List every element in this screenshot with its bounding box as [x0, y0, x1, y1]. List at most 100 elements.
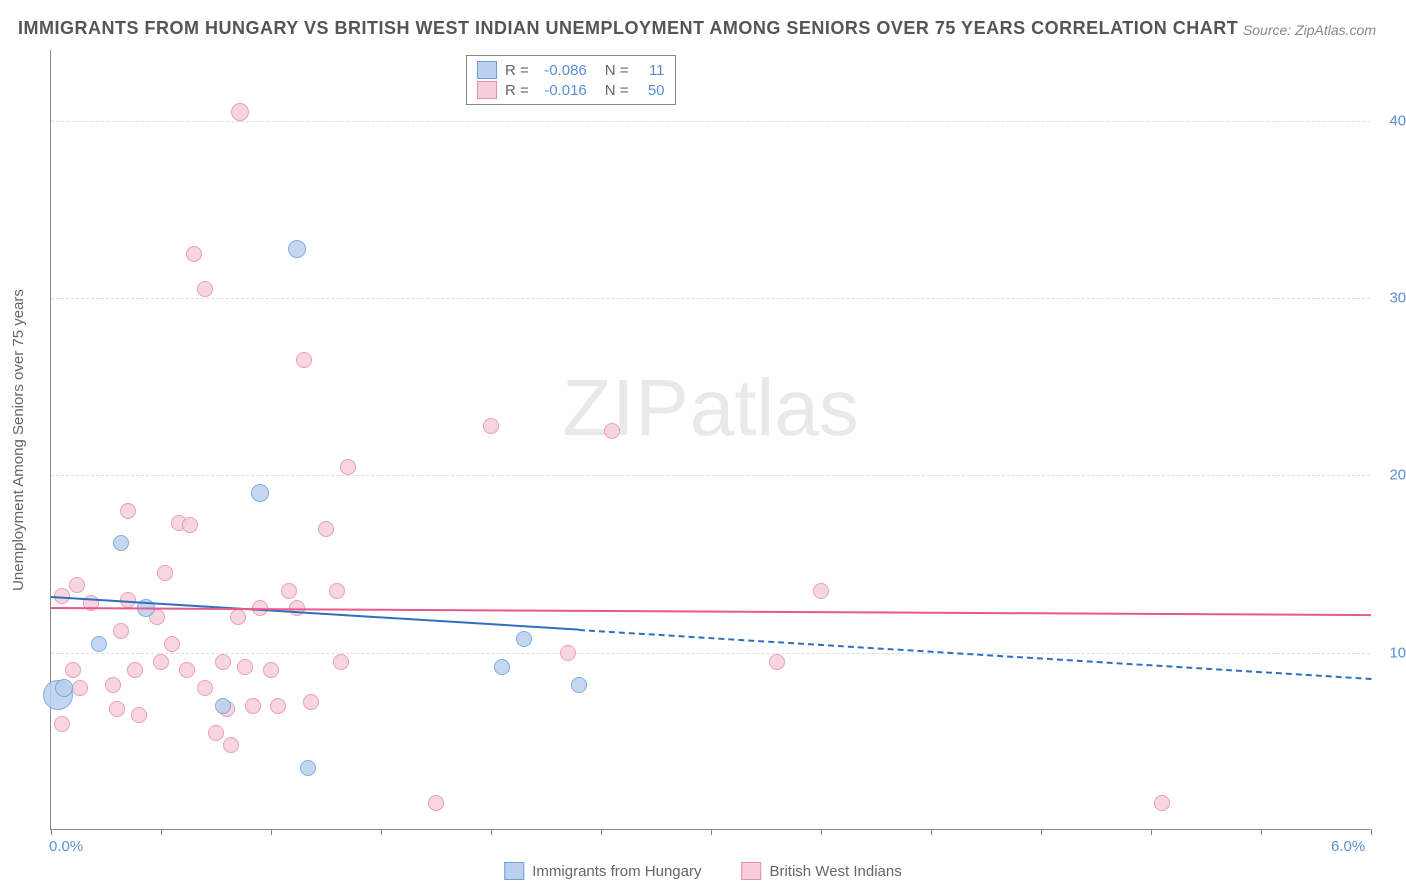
scatter-point [329, 583, 345, 599]
gridline [51, 298, 1370, 299]
legend-swatch [477, 61, 497, 79]
scatter-point [237, 659, 253, 675]
x-tick-label: 0.0% [49, 838, 83, 855]
scatter-point [263, 662, 279, 678]
x-tick-label: 6.0% [1331, 838, 1365, 855]
scatter-point [571, 677, 587, 693]
scatter-point [105, 677, 121, 693]
scatter-point [215, 698, 231, 714]
scatter-point [164, 636, 180, 652]
scatter-point [109, 701, 125, 717]
legend-item: Immigrants from Hungary [504, 862, 701, 880]
x-tick [161, 829, 162, 835]
scatter-point [91, 636, 107, 652]
scatter-point [300, 760, 316, 776]
n-value: 50 [637, 82, 665, 99]
trend-line [51, 596, 579, 631]
x-tick [271, 829, 272, 835]
trend-line [51, 607, 1371, 616]
x-tick [1371, 829, 1372, 835]
scatter-point [157, 565, 173, 581]
scatter-point [197, 281, 213, 297]
scatter-point [769, 654, 785, 670]
scatter-point [208, 725, 224, 741]
scatter-point [113, 535, 129, 551]
scatter-point [186, 246, 202, 262]
x-tick [1041, 829, 1042, 835]
stats-legend-row: R = -0.086 N = 11 [477, 60, 665, 80]
legend-item: British West Indians [741, 862, 901, 880]
n-value: 11 [637, 62, 665, 79]
scatter-point [127, 662, 143, 678]
scatter-point [131, 707, 147, 723]
r-label: R = [505, 82, 529, 99]
n-label: N = [605, 82, 629, 99]
x-tick [381, 829, 382, 835]
scatter-point [288, 240, 306, 258]
x-tick [1261, 829, 1262, 835]
stats-legend-row: R = -0.016 N = 50 [477, 80, 665, 100]
scatter-point [120, 503, 136, 519]
gridline [51, 653, 1370, 654]
scatter-point [223, 737, 239, 753]
scatter-point [494, 659, 510, 675]
source-label: Source: ZipAtlas.com [1243, 22, 1376, 38]
watermark-atlas: atlas [690, 363, 859, 452]
r-value: -0.086 [537, 62, 587, 79]
stats-legend: R = -0.086 N = 11 R = -0.016 N = 50 [466, 55, 676, 105]
scatter-point [340, 459, 356, 475]
scatter-point [179, 662, 195, 678]
scatter-point [197, 680, 213, 696]
scatter-point [72, 680, 88, 696]
scatter-point [516, 631, 532, 647]
scatter-point [245, 698, 261, 714]
x-tick [1151, 829, 1152, 835]
y-tick-label: 40.0% [1377, 112, 1406, 129]
plot-area: ZIPatlas R =-0.086N =11R =-0.016N =50 10… [50, 50, 1370, 830]
x-tick [931, 829, 932, 835]
x-tick [491, 829, 492, 835]
scatter-point [560, 645, 576, 661]
scatter-point [483, 418, 499, 434]
scatter-point [215, 654, 231, 670]
scatter-point [303, 694, 319, 710]
watermark: ZIPatlas [562, 362, 858, 454]
r-value: -0.016 [537, 82, 587, 99]
scatter-point [251, 484, 269, 502]
x-tick [821, 829, 822, 835]
gridline [51, 121, 1370, 122]
x-tick [711, 829, 712, 835]
scatter-point [604, 423, 620, 439]
n-label: N = [605, 62, 629, 79]
x-tick [51, 829, 52, 835]
scatter-point [1154, 795, 1170, 811]
scatter-point [55, 679, 73, 697]
legend-swatch [477, 81, 497, 99]
y-tick-label: 30.0% [1377, 290, 1406, 307]
scatter-point [230, 609, 246, 625]
y-axis-label: Unemployment Among Seniors over 75 years [10, 289, 27, 591]
scatter-point [54, 716, 70, 732]
y-tick-label: 10.0% [1377, 644, 1406, 661]
scatter-point [333, 654, 349, 670]
bottom-legend: Immigrants from Hungary British West Indi… [504, 862, 902, 880]
watermark-zip: ZIP [562, 363, 689, 452]
chart-title: IMMIGRANTS FROM HUNGARY VS BRITISH WEST … [18, 18, 1238, 39]
scatter-point [318, 521, 334, 537]
y-tick-label: 20.0% [1377, 467, 1406, 484]
r-label: R = [505, 62, 529, 79]
scatter-point [281, 583, 297, 599]
legend-swatch [741, 862, 761, 880]
trend-line-dashed [579, 629, 1371, 680]
scatter-point [153, 654, 169, 670]
scatter-point [813, 583, 829, 599]
scatter-point [428, 795, 444, 811]
legend-label: British West Indians [769, 863, 901, 880]
scatter-point [231, 103, 249, 121]
x-tick [601, 829, 602, 835]
scatter-point [296, 352, 312, 368]
scatter-point [182, 517, 198, 533]
scatter-point [65, 662, 81, 678]
scatter-point [69, 577, 85, 593]
scatter-point [113, 623, 129, 639]
